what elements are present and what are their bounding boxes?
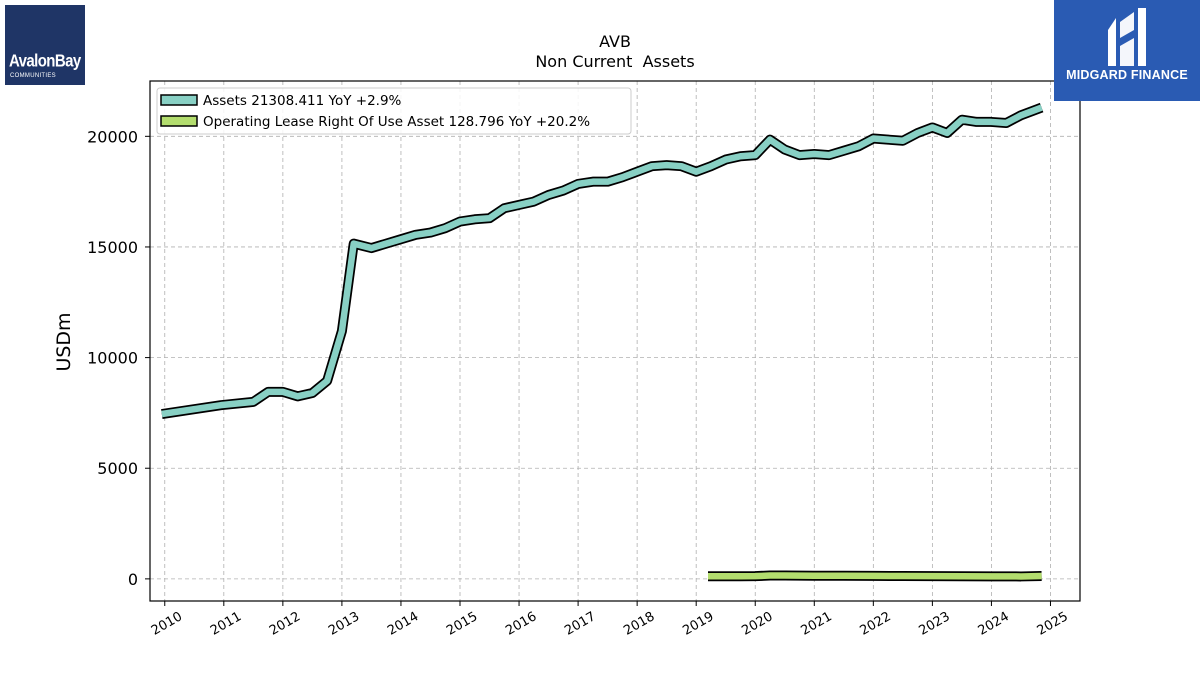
series-line (161, 104, 1043, 418)
legend-label: Assets 21308.411 YoY +2.9% (203, 93, 402, 109)
x-tick-label: 2019 (680, 609, 716, 639)
x-tick-label: 2011 (208, 609, 244, 639)
grid-lines (150, 81, 1080, 601)
x-tick-label: 2013 (326, 609, 362, 639)
x-tick-label: 2012 (267, 609, 303, 639)
legend-swatch (160, 94, 198, 106)
legend-swatch (160, 115, 198, 127)
midgard-mark-icon (1108, 8, 1146, 66)
y-tick-label: 10000 (87, 349, 138, 368)
avalonbay-logo-name: AvalonBay (9, 51, 81, 72)
x-tick-label: 2016 (503, 609, 539, 639)
series-assets (161, 102, 1044, 419)
series-operating-lease (708, 570, 1042, 582)
legend-label: Operating Lease Right Of Use Asset 128.7… (203, 114, 590, 130)
x-tick-label: 2010 (149, 609, 185, 639)
y-tick-label: 15000 (87, 238, 138, 257)
x-tick-label: 2018 (621, 609, 657, 639)
axes: 2010 2011 2012 2013 2014 2015 2016 2017 2018 2019… (87, 127, 1071, 638)
x-tick-label: 2017 (562, 609, 598, 639)
chart-subtitle: Non Current Assets (535, 52, 694, 71)
y-tick-label: 5000 (97, 459, 138, 478)
y-tick-label: 20000 (87, 127, 138, 146)
midgard-logo-name: MIDGARD FINANCE (1066, 68, 1188, 82)
avalonbay-logo: AvalonBay COMMUNITIES (5, 5, 85, 85)
x-tick-label: 2022 (858, 609, 894, 639)
x-tick-label: 2020 (739, 609, 775, 639)
x-tick-label: 2023 (917, 609, 953, 639)
avalonbay-logo-sub: COMMUNITIES (10, 73, 56, 79)
series-line (708, 572, 1042, 580)
y-axis-label: USDm (53, 312, 75, 371)
series-line-outline (161, 102, 1044, 419)
x-tick-label: 2021 (798, 609, 834, 639)
legend-box (156, 87, 632, 135)
series-layer (161, 102, 1044, 582)
plot-frame (149, 80, 1081, 602)
chart-title: AVB (599, 32, 631, 51)
x-tick-label: 2024 (976, 609, 1012, 639)
x-tick-label: 2015 (444, 609, 480, 639)
legend: Assets 21308.411 YoY +2.9% Operating Leas… (156, 87, 632, 135)
x-tick-label: 2014 (385, 609, 421, 639)
y-tick-label: 0 (128, 570, 138, 589)
midgard-finance-logo: MIDGARD FINANCE (1054, 0, 1200, 101)
x-tick-label: 2025 (1035, 609, 1071, 639)
